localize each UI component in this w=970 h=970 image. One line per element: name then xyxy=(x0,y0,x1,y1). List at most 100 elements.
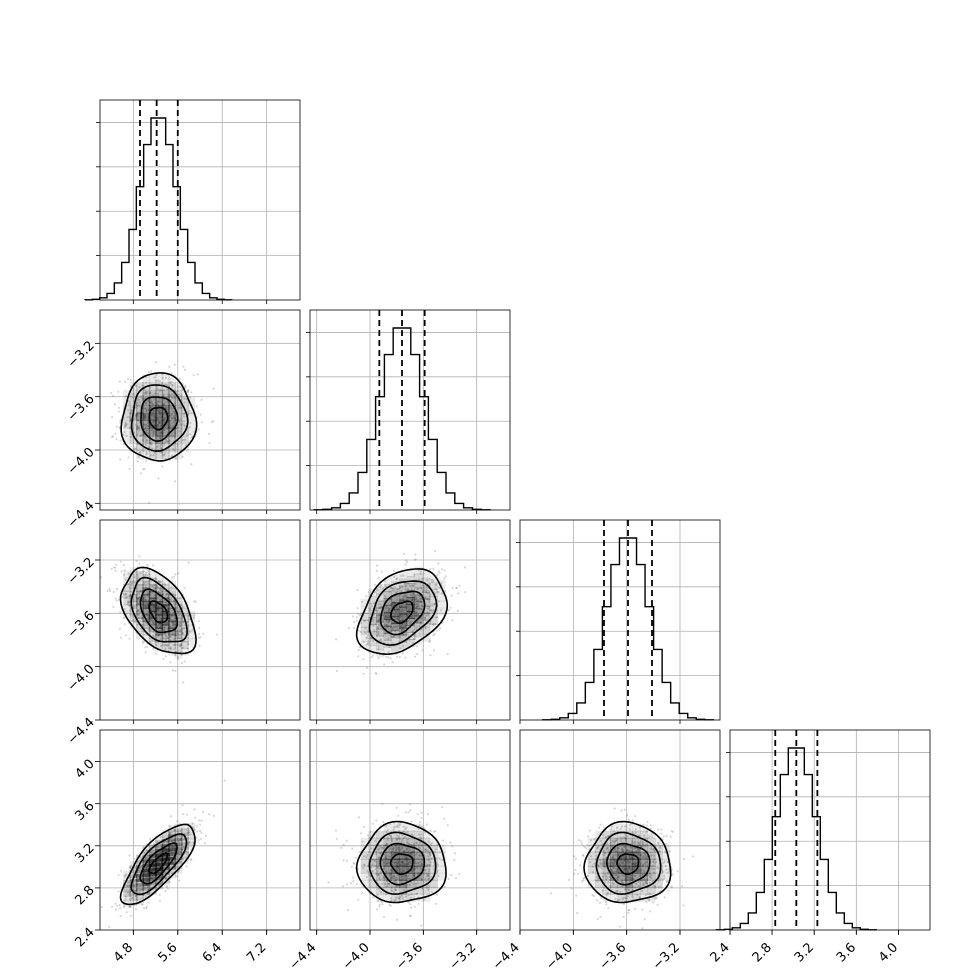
scatter-point xyxy=(117,598,121,601)
scatter-point xyxy=(146,880,149,883)
density-cell xyxy=(155,451,164,460)
scatter-point xyxy=(372,619,375,622)
scatter-point xyxy=(366,630,369,633)
density-cell xyxy=(174,604,183,613)
scatter-point xyxy=(136,460,139,463)
density-cell xyxy=(174,428,183,437)
scatter-point xyxy=(133,857,136,860)
scatter-point xyxy=(174,653,177,657)
density-cell xyxy=(368,603,377,612)
scatter-point xyxy=(362,658,365,661)
scatter-point xyxy=(649,824,652,827)
scatter-point xyxy=(154,652,157,655)
scatter-point xyxy=(147,370,150,374)
scatter-point xyxy=(382,587,385,590)
contour-level-0 xyxy=(390,600,414,625)
scatter-point xyxy=(574,868,577,872)
density-cell xyxy=(360,598,369,607)
scatter-point xyxy=(160,845,163,848)
density-cell xyxy=(136,405,144,414)
density-cell xyxy=(142,420,151,429)
scatter-point xyxy=(345,883,348,886)
scatter-point xyxy=(402,574,405,577)
scatter-point xyxy=(138,386,141,389)
density-cell xyxy=(168,640,177,649)
scatter-point xyxy=(158,436,161,439)
scatter-point xyxy=(124,596,128,599)
x-tick-label: −3.2 xyxy=(447,940,480,970)
scatter-point xyxy=(660,828,663,831)
scatter-point xyxy=(356,588,359,592)
scatter-point xyxy=(401,597,404,600)
scatter-point xyxy=(110,567,113,570)
scatter-point xyxy=(125,434,128,437)
scatter-point xyxy=(177,426,180,429)
scatter-point xyxy=(416,613,419,616)
scatter-point xyxy=(389,630,392,633)
scatter-point xyxy=(131,897,134,900)
density-cell xyxy=(174,624,183,633)
density-cell xyxy=(406,837,415,846)
scatter-point xyxy=(385,624,388,627)
scatter-point xyxy=(132,387,135,390)
scatter-point xyxy=(184,630,187,633)
scatter-point xyxy=(175,609,178,612)
scatter-point xyxy=(124,421,127,424)
scatter-point xyxy=(136,419,140,422)
scatter-point xyxy=(145,451,148,454)
scatter-point xyxy=(141,615,144,618)
scatter-point xyxy=(164,440,167,443)
scatter-point xyxy=(187,561,190,564)
scatter-point xyxy=(123,623,126,626)
scatter-point xyxy=(341,885,345,888)
scatter-point xyxy=(144,401,148,404)
scatter-point xyxy=(177,850,180,853)
scatter-point xyxy=(188,841,191,844)
density-cell xyxy=(414,594,423,603)
scatter-point xyxy=(170,614,173,617)
density-cell xyxy=(168,594,177,603)
scatter-point xyxy=(407,811,410,814)
scatter-point xyxy=(170,598,173,602)
scatter-point xyxy=(134,423,137,426)
scatter-point xyxy=(413,637,416,641)
scatter-point xyxy=(432,608,435,611)
scatter-point xyxy=(174,634,177,638)
scatter-point xyxy=(148,439,151,442)
scatter-point xyxy=(180,653,183,656)
density-cell xyxy=(429,603,438,612)
scatter-point xyxy=(128,637,131,640)
scatter-point xyxy=(173,435,176,438)
density-cell xyxy=(654,858,663,867)
scatter-point xyxy=(164,583,167,587)
scatter-point xyxy=(139,620,142,623)
scatter-point xyxy=(152,848,155,851)
scatter-point xyxy=(415,597,418,601)
panel-scatter-0-1 xyxy=(100,310,300,510)
density-cell xyxy=(174,412,183,421)
density-cell xyxy=(437,579,446,588)
scatter-point xyxy=(158,581,162,584)
density-cell xyxy=(136,624,144,633)
scatter-point xyxy=(415,596,418,599)
scatter-point xyxy=(139,435,142,438)
density-cell xyxy=(376,600,384,609)
density-cell xyxy=(174,590,183,599)
scatter-point xyxy=(143,467,146,471)
scatter-point xyxy=(143,388,146,391)
x-tick-label: −4.4 xyxy=(490,940,523,970)
density-cell xyxy=(429,582,438,591)
scatter-point xyxy=(361,600,364,603)
scatter-point xyxy=(168,394,172,397)
density-cell xyxy=(148,584,157,593)
scatter-point xyxy=(414,606,417,610)
scatter-point xyxy=(108,925,111,929)
scatter-point xyxy=(151,435,154,438)
scatter-point xyxy=(156,379,160,382)
scatter-point xyxy=(151,624,155,627)
scatter-point xyxy=(419,597,422,600)
scatter-point xyxy=(134,889,137,892)
histogram-1 xyxy=(313,327,491,511)
scatter-point xyxy=(409,914,412,917)
y-tick-label: −4.0 xyxy=(65,662,98,695)
